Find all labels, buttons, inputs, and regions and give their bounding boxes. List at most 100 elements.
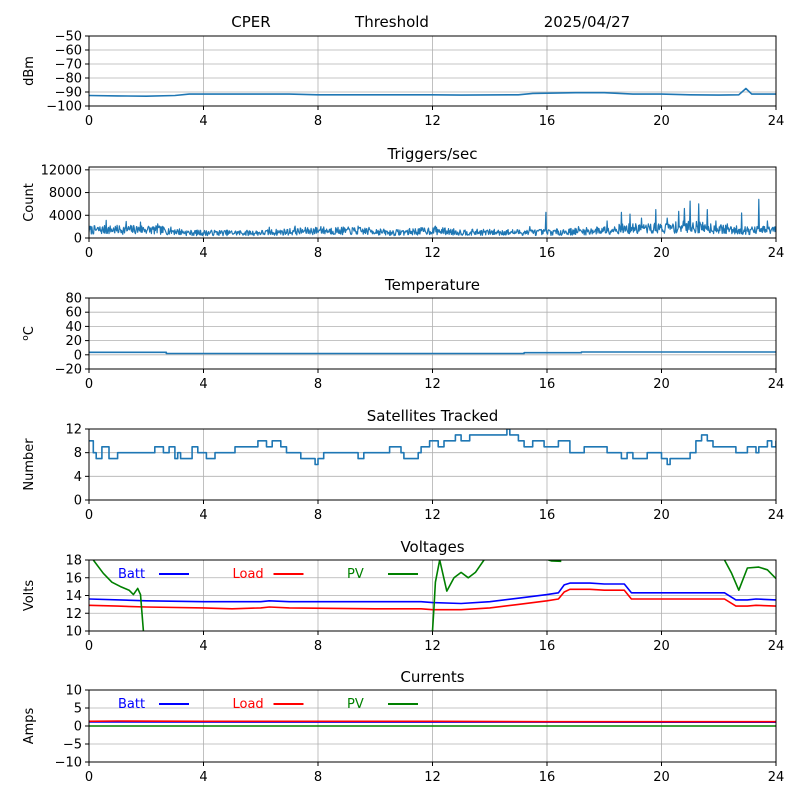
x-tick-label: 8 [314,639,322,654]
x-tick-label: 8 [314,114,322,129]
x-tick-label: 16 [539,770,556,785]
x-tick-label: 8 [314,508,322,523]
x-tick-label: 12 [424,377,441,392]
series-line [89,429,776,466]
legend-label-pv: PV [347,567,364,582]
x-tick-label: 8 [314,770,322,785]
y-axis-label: Volts [22,580,37,612]
series-line-triggers [89,198,776,237]
x-tick-label: 4 [199,639,207,654]
x-tick-label: 8 [314,246,322,261]
x-tick-label: 24 [768,770,785,785]
y-tick-label: −5 [63,738,82,753]
x-tick-label: 12 [424,508,441,523]
legend-label-load: Load [233,697,264,712]
x-tick-label: 4 [199,114,207,129]
panel-currents: 0 4 8 12 16 20 24 −10 −5 0 5 10 Amps Currents Batt Load… [22,668,784,785]
panel-threshold: 0 4 8 12 16 20 24 −100−90−80−70−60−50 dBm [22,30,784,130]
x-tick-label: 12 [424,639,441,654]
y-tick-label: 12 [65,607,82,622]
y-axis-label: Number [22,438,37,491]
y-tick-label: −90 [55,86,82,101]
legend-label-batt: Batt [118,567,145,582]
panel-title: Voltages [400,538,464,556]
panel-voltages: 0 4 8 12 16 20 24 10 12 14 16 18 Volts Voltages Batt Lo… [22,538,784,654]
legend-label-load: Load [233,567,264,582]
x-tick-label: 0 [85,639,93,654]
series-line-pv [92,560,145,631]
x-tick-label: 20 [653,377,670,392]
x-tick-label: 24 [768,114,785,129]
x-tick-label: 12 [424,246,441,261]
panel-title: Satellites Tracked [367,407,498,425]
x-tick-label: 4 [199,377,207,392]
y-tick-label: 80 [65,292,82,307]
x-tick-label: 0 [85,114,93,129]
y-tick-label: −70 [55,58,82,73]
x-tick-label: 8 [314,377,322,392]
legend-label-pv: PV [347,697,364,712]
plot-date: 2025/04/27 [544,13,630,31]
y-tick-label: 14 [65,589,82,604]
site-name: CPER [231,13,270,31]
series-line-pv [723,560,776,592]
x-tick-label: 0 [85,377,93,392]
plot-mode: Threshold [354,13,429,31]
series-line [89,351,776,355]
x-tick-label: 16 [539,114,556,129]
y-tick-label: 60 [65,306,82,321]
x-tick-label: 4 [199,508,207,523]
y-axis-label: oC [21,326,37,341]
y-tick-label: 5 [74,702,82,717]
x-tick-label: 24 [768,246,785,261]
x-tick-label: 20 [653,246,670,261]
series-line-batt [89,582,776,605]
y-tick-label: 0 [74,348,82,363]
y-tick-label: 10 [65,684,82,699]
x-tick-label: 0 [85,770,93,785]
x-tick-label: 12 [424,770,441,785]
y-tick-label: 4 [74,470,82,485]
y-tick-label: 4000 [49,209,82,224]
y-tick-label: 8 [74,446,82,461]
x-tick-label: 16 [539,508,556,523]
y-tick-label: 40 [65,320,82,335]
y-tick-label: −10 [55,756,82,771]
x-tick-label: 4 [199,770,207,785]
y-tick-label: 12 [65,423,82,438]
x-tick-label: 24 [768,639,785,654]
panel-title: Temperature [384,276,480,294]
series-line-pv [431,560,485,631]
y-tick-label: −60 [55,44,82,59]
y-axis-label: Count [22,183,37,222]
x-tick-label: 20 [653,114,670,129]
y-tick-label: −80 [55,72,82,87]
y-tick-label: 20 [65,334,82,349]
x-tick-label: 16 [539,639,556,654]
y-tick-label: −20 [55,363,82,378]
y-tick-label: 0 [74,494,82,509]
y-tick-label: 16 [65,571,82,586]
y-tick-label: 10 [65,625,82,640]
panel-triggers: 0 4 8 12 16 20 24 0 4000 8000 12000 Count Triggers/s… [22,145,784,261]
x-tick-label: 20 [653,508,670,523]
x-tick-label: 20 [653,639,670,654]
x-tick-label: 0 [85,508,93,523]
y-tick-label: 12000 [41,163,82,178]
y-axis-label: Amps [22,707,37,744]
y-tick-label: −100 [46,100,82,115]
panel-title: Triggers/sec [387,145,478,163]
x-tick-label: 20 [653,770,670,785]
x-tick-label: 24 [768,508,785,523]
y-axis-label: dBm [22,56,37,86]
y-tick-label: 8000 [49,186,82,201]
x-tick-label: 16 [539,246,556,261]
x-tick-label: 24 [768,377,785,392]
y-tick-label: −50 [55,30,82,45]
x-tick-label: 4 [199,246,207,261]
panel-title: Currents [400,668,464,686]
x-tick-label: 16 [539,377,556,392]
x-tick-label: 0 [85,246,93,261]
